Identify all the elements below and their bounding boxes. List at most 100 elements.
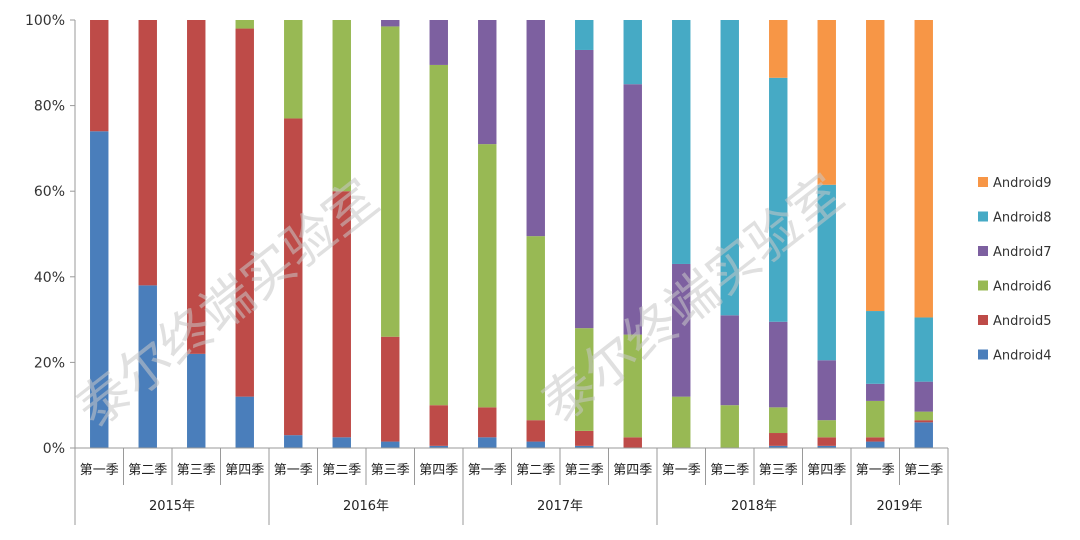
bar-segment-android4 [526,441,545,448]
bar-segment-android7 [720,315,739,406]
legend-label-android9: Android9 [993,176,1052,191]
x-category-label: 第四季 [225,463,264,478]
x-group-label: 2017年 [537,499,583,514]
bar-segment-android6 [769,407,788,434]
bar-segment-android5 [138,20,157,286]
bar-segment-android7 [914,381,933,412]
x-category-label: 第一季 [856,463,895,478]
y-tick-label: 60% [34,184,65,200]
bar-segment-android6 [672,396,691,448]
bar-segment-android5 [623,437,642,448]
bar-segment-android7 [526,20,545,237]
bar-segment-android8 [769,77,788,322]
bar-segment-android7 [381,20,400,27]
x-group-label: 2015年 [149,499,195,514]
bar-segment-android4 [332,437,351,448]
legend-swatch-android5 [978,315,988,325]
bar-segment-android7 [866,383,885,401]
bar-segment-android5 [526,420,545,442]
bar-segment-android6 [381,26,400,337]
bar-segment-android9 [817,20,836,185]
axes-layer [70,19,949,525]
y-tick-label: 0% [43,441,65,457]
bar-segment-android4 [817,445,836,448]
bar-segment-android7 [478,20,497,145]
legend-label-android5: Android5 [993,314,1052,329]
bar-segment-android8 [575,20,594,50]
bar-segment-android4 [235,396,254,448]
legend-label-android7: Android7 [993,245,1052,260]
x-category-label: 第二季 [516,463,555,478]
x-category-label: 第二季 [322,463,361,478]
legend-label-android8: Android8 [993,211,1052,226]
bar-segment-android5 [90,20,109,132]
bar-segment-android8 [720,20,739,316]
y-tick-label: 40% [34,270,65,286]
bar-segment-android8 [914,317,933,382]
bar-segment-android4 [90,131,109,448]
legend-label-android4: Android4 [993,349,1052,364]
y-tick-label: 100% [25,13,65,29]
bar-segment-android7 [817,360,836,421]
bar-segment-android6 [478,144,497,408]
labels-layer: 0%20%40%60%80%100%第一季 第二季 第三季 第四季 第一季 第二季 第三季第… [25,13,943,514]
bar-segment-android4 [866,441,885,448]
bar-segment-android5 [866,437,885,442]
bar-segment-android4 [284,435,303,448]
bar-segment-android9 [769,20,788,78]
bar-segment-android7 [672,263,691,397]
legend-swatch-android6 [978,280,988,291]
bar-segment-android4 [478,437,497,448]
bar-segment-android7 [429,20,448,65]
bar-segment-android8 [672,20,691,264]
x-category-label: 第三季 [371,463,410,478]
bar-segment-android6 [575,328,594,431]
x-group-label: 2019年 [876,499,922,514]
bar-segment-android6 [720,405,739,448]
bar-segment-android4 [429,445,448,448]
bar-segment-android5 [817,437,836,446]
x-category-label: 第三季 [177,463,216,478]
bar-segment-android6 [284,20,303,119]
bar-segment-android5 [914,420,933,423]
x-category-label: 第一季 [80,463,119,478]
bar-segment-android8 [866,311,885,384]
bar-segment-android8 [817,184,836,361]
y-tick-label: 80% [34,99,65,115]
x-category-label: 第一季 [468,463,507,478]
bar-segment-android6 [526,236,545,421]
legend-label-android6: Android6 [993,280,1052,295]
x-group-label: 2018年 [731,499,777,514]
bar-segment-android7 [769,321,788,408]
legend-swatch-android9 [978,177,988,187]
x-category-label: 第四季 [419,463,458,478]
x-category-label: 第二季 [904,463,943,478]
bar-segment-android9 [866,20,885,312]
bar-segment-android7 [623,84,642,335]
bar-segment-android5 [235,28,254,397]
bar-segment-android5 [429,405,448,446]
bar-segment-android4 [769,445,788,448]
bar-segment-android6 [235,20,254,29]
bar-segment-android5 [381,336,400,442]
x-category-label: 第一季 [274,463,313,478]
x-category-label: 第一季 [662,463,701,478]
bar-segment-android5 [284,118,303,436]
bar-segment-android4 [138,285,157,448]
bar-segment-android4 [914,422,933,448]
x-category-label: 第二季 [128,463,167,478]
x-category-label: 第四季 [807,463,846,478]
bar-segment-android6 [866,400,885,438]
bar-segment-android5 [478,407,497,438]
x-category-label: 第三季 [565,463,604,478]
bar-segment-android8 [623,20,642,85]
bar-segment-android7 [575,49,594,329]
x-category-label: 第二季 [710,463,749,478]
bar-segment-android5 [332,191,351,438]
bar-segment-android6 [332,20,351,192]
bar-segment-android6 [817,420,836,438]
x-category-label: 第四季 [613,463,652,478]
bar-segment-android5 [187,20,206,354]
